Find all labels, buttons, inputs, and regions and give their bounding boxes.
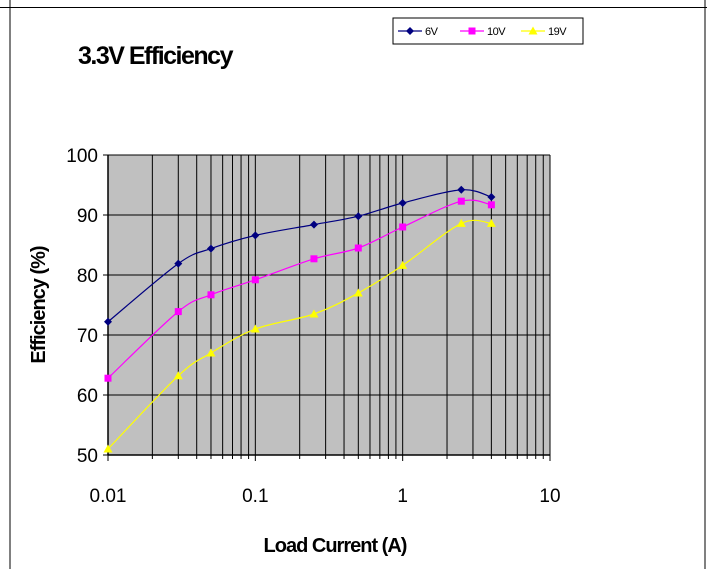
legend-label-10V: 10V [487,26,506,38]
series-layer [103,185,496,453]
series-10V [104,197,495,382]
legend-marker-6V [406,27,414,35]
data-point-10V [354,244,362,252]
data-point-10V [174,308,182,316]
x-tick-label: 10 [539,486,560,507]
y-tick-label: 70 [77,326,98,347]
series-19V [103,218,496,453]
data-point-19V [206,348,216,357]
data-point-19V [103,444,113,453]
chart-title: 3.3V Efficiency [78,42,234,70]
data-point-10V [457,197,465,205]
data-point-6V [104,317,112,326]
legend-marker-10V [468,27,476,35]
y-tick-label: 80 [77,266,98,287]
data-point-6V [457,185,466,194]
data-point-19V [456,218,466,227]
data-point-10V [104,374,112,382]
data-point-6V [354,212,363,221]
gridlines [108,154,551,455]
data-point-19V [353,288,363,297]
y-axis-label: Efficiency (%) [28,246,50,363]
data-point-6V [309,220,318,229]
y-tick-label: 50 [77,446,98,467]
data-point-19V [486,218,496,227]
legend: 6V 10V 19V [392,17,584,45]
tick-labels: 50 60 70 80 90 100 0.01 0.1 1 10 [66,146,560,507]
data-point-19V [250,324,260,333]
data-point-19V [173,371,183,380]
y-tick-label: 90 [77,206,98,227]
data-point-6V [174,259,183,268]
data-point-10V [310,255,318,263]
legend-label-6V: 6V [425,26,439,38]
x-axis-label: Load Current (A) [264,535,407,557]
legend-label-19V: 19V [548,26,567,38]
plot-background [108,155,550,455]
legend-marker-19V [528,26,538,35]
data-point-19V [309,309,319,318]
x-tick-label: 0.1 [242,486,268,507]
legend-box [392,17,584,45]
x-tick-label: 0.01 [90,486,127,507]
data-point-6V [251,231,260,240]
y-tick-label: 100 [66,146,98,167]
series-6V [104,185,496,326]
data-point-6V [398,199,407,207]
data-point-6V [206,244,215,253]
y-tick-label: 60 [77,386,98,407]
data-point-10V [251,276,259,284]
data-point-19V [398,260,408,269]
data-point-10V [399,223,407,231]
axes [103,154,551,461]
data-point-6V [487,193,496,201]
data-point-10V [207,291,215,299]
plot-area [108,155,550,455]
x-tick-label: 1 [397,486,408,507]
data-point-10V [487,201,495,209]
